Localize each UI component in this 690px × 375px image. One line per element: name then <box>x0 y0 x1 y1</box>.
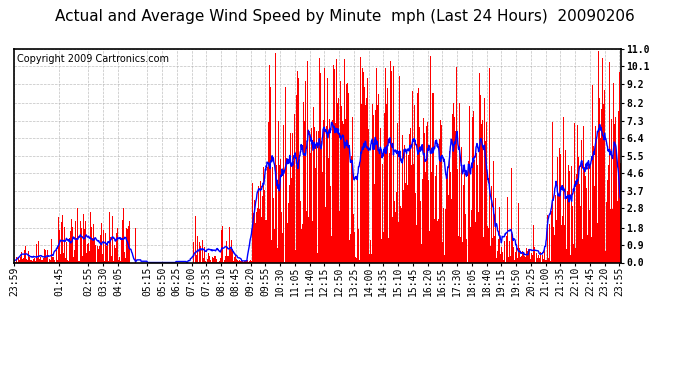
Text: Copyright 2009 Cartronics.com: Copyright 2009 Cartronics.com <box>17 54 169 64</box>
Text: Actual and Average Wind Speed by Minute  mph (Last 24 Hours)  20090206: Actual and Average Wind Speed by Minute … <box>55 9 635 24</box>
